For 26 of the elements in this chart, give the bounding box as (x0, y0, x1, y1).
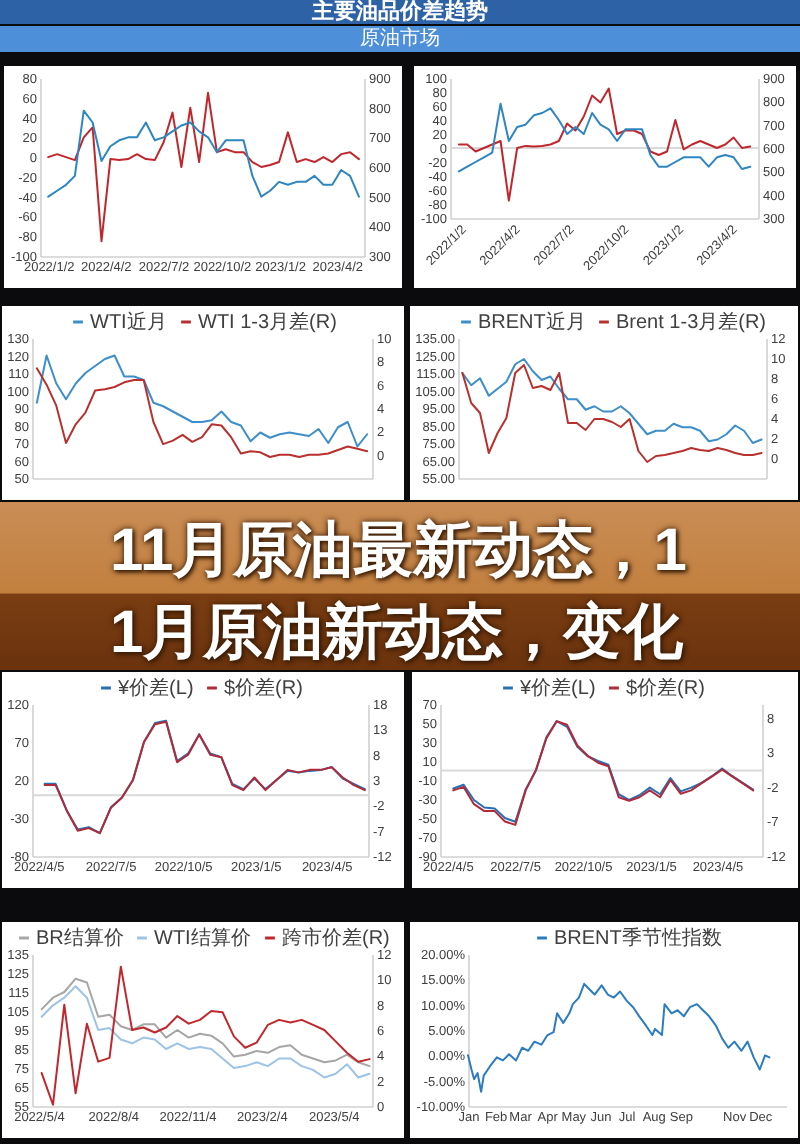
legend-label: WTI结算价 (154, 926, 251, 950)
legend-label: WTI近月 (90, 310, 167, 334)
line-series (461, 364, 763, 463)
line-series (47, 109, 360, 198)
legend-label: WTI 1-3月差(R) (198, 310, 337, 334)
line-series (457, 102, 752, 173)
legend-label: $价差(R) (626, 676, 705, 700)
legend-label: Brent 1-3月差(R) (616, 310, 767, 334)
line-series (40, 977, 371, 1068)
line-series (40, 965, 371, 1106)
line-series (40, 985, 371, 1079)
legend-label: $价差(R) (224, 676, 303, 700)
legend-label: BR结算价 (36, 926, 124, 950)
text: 11月原油最新动态，11月原油新动态，变化 (110, 516, 689, 670)
line-series (461, 358, 763, 444)
legend-label: 跨市价差(R) (282, 926, 390, 950)
line-series (35, 354, 369, 448)
legend-label: ¥价差(L) (116, 676, 194, 700)
line-series (35, 367, 369, 458)
legend-label: BRENT近月 (478, 310, 586, 334)
line-series (467, 982, 771, 1093)
legend-label: BRENT季节性指数 (554, 926, 722, 950)
text: 原油市场 (0, 26, 800, 52)
line-series (47, 91, 360, 243)
legend-label: ¥价差(L) (518, 676, 596, 700)
line-series (457, 87, 752, 202)
